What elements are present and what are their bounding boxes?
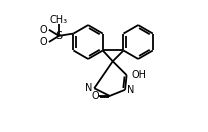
Text: N: N [127, 85, 134, 95]
Text: S: S [55, 31, 62, 41]
Text: O: O [40, 25, 47, 35]
Text: O: O [91, 91, 99, 101]
Text: OH: OH [131, 70, 146, 80]
Text: O: O [40, 37, 47, 47]
Text: N: N [85, 83, 93, 93]
Text: CH₃: CH₃ [50, 15, 68, 25]
